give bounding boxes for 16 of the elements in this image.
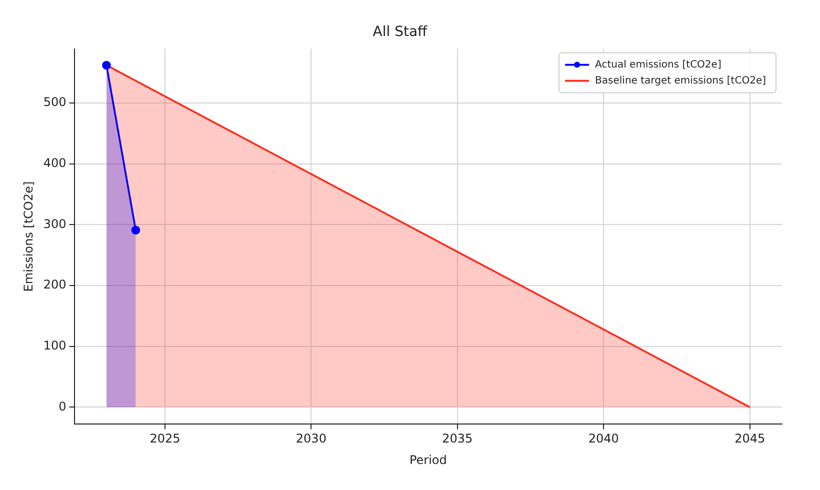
x-tick-label: 2040 <box>588 432 619 446</box>
x-tick-label: 2030 <box>296 432 326 446</box>
x-tick-label: 2025 <box>150 432 180 446</box>
x-tick-label: 2045 <box>734 432 766 446</box>
legend-label: Baseline target emissions [tCO2e] <box>595 75 766 86</box>
y-tick-label: 200 <box>43 278 66 292</box>
y-tick-label: 400 <box>43 156 66 170</box>
y-tick-label: 300 <box>43 216 66 231</box>
y-tick-label: 500 <box>43 95 66 110</box>
x-axis-title: Period <box>409 452 447 467</box>
legend-label: Actual emissions [tCO2e] <box>595 59 722 70</box>
y-tick-label: 100 <box>43 338 66 352</box>
y-axis-title: Emissions [tCO2e] <box>21 181 36 292</box>
chart-title: All Staff <box>372 24 428 40</box>
y-tick-label: 0 <box>58 399 66 414</box>
x-tick-label: 2035 <box>442 432 473 446</box>
